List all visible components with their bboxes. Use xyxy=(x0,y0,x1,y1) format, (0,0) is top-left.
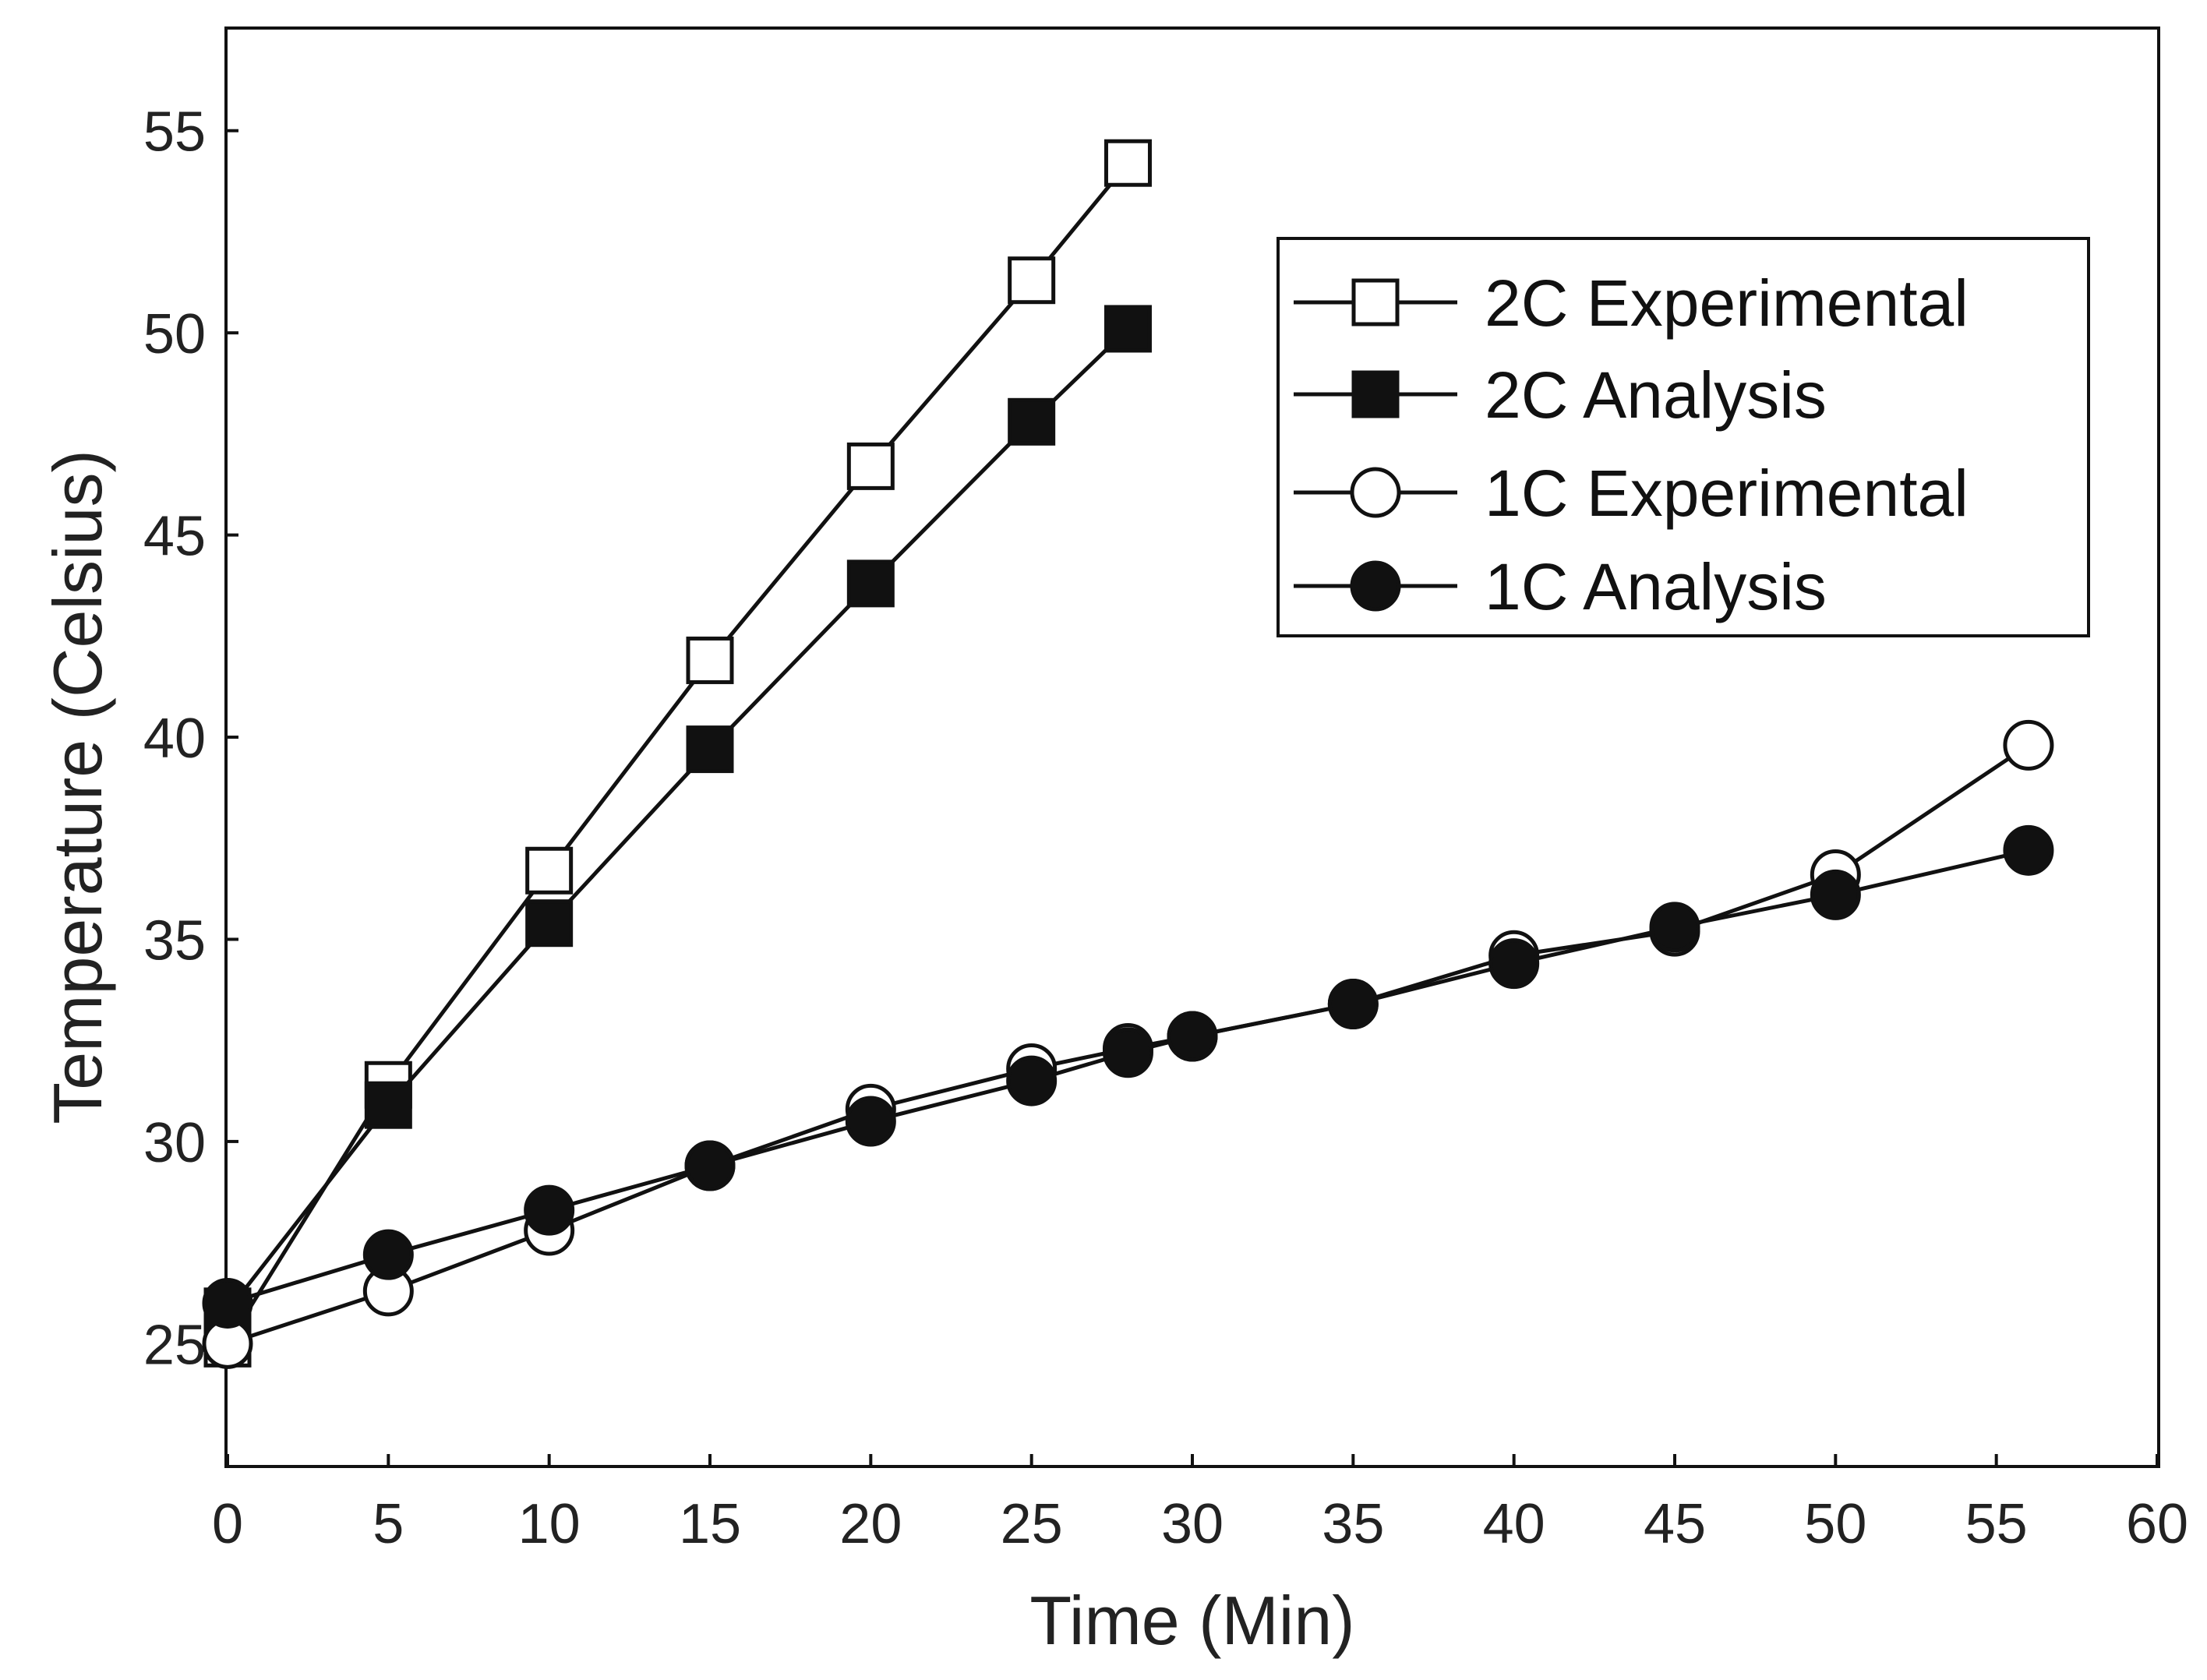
x-tick-label: 40 xyxy=(1483,1493,1545,1555)
x-tick-label: 0 xyxy=(212,1493,243,1555)
x-tick-label: 10 xyxy=(518,1493,581,1555)
legend-marker xyxy=(1350,467,1401,518)
legend-marker xyxy=(1351,370,1400,418)
data-point-2c-experimental xyxy=(1008,256,1056,305)
y-tick-label: 55 xyxy=(143,101,206,164)
data-point-2c-analysis xyxy=(1008,397,1056,446)
y-tick-label: 50 xyxy=(143,303,206,365)
data-point-2c-analysis xyxy=(525,899,574,948)
data-point-1c-analysis xyxy=(1649,902,1700,953)
legend-item-1c-analysis: 1C Analysis xyxy=(1294,550,1827,623)
data-point-2c-experimental xyxy=(525,846,574,895)
data-point-2c-experimental xyxy=(846,442,895,490)
y-axis-ticks: 25 30 35 40 45 50 55 xyxy=(143,101,238,1376)
x-tick-label: 30 xyxy=(1161,1493,1224,1555)
y-axis-title: Temperature (Celsius) xyxy=(39,450,116,1124)
series-2c-analysis xyxy=(203,305,1152,1336)
x-tick-label: 15 xyxy=(679,1493,741,1555)
data-point-1c-analysis xyxy=(1327,978,1379,1029)
data-point-1c-analysis xyxy=(202,1277,253,1329)
data-point-1c-analysis xyxy=(1167,1011,1218,1062)
legend-marker xyxy=(1351,278,1400,326)
data-point-2c-analysis xyxy=(364,1081,412,1129)
x-tick-label: 60 xyxy=(2126,1493,2188,1555)
legend-label: 2C Analysis xyxy=(1485,358,1827,432)
data-point-2c-analysis xyxy=(686,725,734,774)
series-line-2c-analysis xyxy=(226,327,1130,1313)
series-2c-experimental xyxy=(203,139,1152,1368)
x-tick-label: 25 xyxy=(1001,1493,1063,1555)
y-tick-label: 25 xyxy=(143,1314,206,1376)
data-point-2c-analysis xyxy=(1104,305,1152,353)
legend-item-2c-experimental: 2C Experimental xyxy=(1294,266,1969,340)
legend-item-1c-experimental: 1C Experimental xyxy=(1294,457,1969,530)
x-tick-label: 5 xyxy=(373,1493,404,1555)
series-line-2c-experimental xyxy=(225,161,1130,1345)
data-point-1c-analysis xyxy=(684,1140,736,1191)
data-point-1c-analysis xyxy=(845,1096,896,1147)
legend-box xyxy=(1277,237,2090,637)
data-point-2c-experimental xyxy=(686,636,734,684)
data-point-2c-analysis xyxy=(846,559,895,608)
x-tick-label: 20 xyxy=(839,1493,902,1555)
plot-frame xyxy=(224,26,2160,1468)
legend-marker xyxy=(1350,560,1401,612)
data-point-2c-experimental xyxy=(1104,139,1152,187)
x-tick-label: 35 xyxy=(1322,1493,1384,1555)
data-point-1c-experimental xyxy=(2003,719,2054,771)
y-tick-label: 45 xyxy=(143,506,206,568)
series-1c-analysis xyxy=(202,824,2054,1329)
legend-label: 1C Analysis xyxy=(1485,550,1827,623)
x-axis-title: Time (Min) xyxy=(1029,1582,1354,1659)
x-tick-label: 55 xyxy=(1965,1493,2028,1555)
data-point-1c-analysis xyxy=(1488,938,1540,990)
legend: 2C Experimental 2C Analysis 1C Experimenta… xyxy=(1277,237,2090,637)
legend-label: 1C Experimental xyxy=(1485,457,1969,530)
x-tick-label: 50 xyxy=(1804,1493,1866,1555)
data-point-1c-analysis xyxy=(524,1184,575,1236)
y-tick-label: 40 xyxy=(143,708,206,770)
data-point-1c-analysis xyxy=(362,1229,414,1280)
series-layer xyxy=(202,139,2054,1369)
x-tick-label: 45 xyxy=(1644,1493,1706,1555)
legend-item-2c-analysis: 2C Analysis xyxy=(1294,358,1827,432)
x-axis-ticks: 0 5 10 15 20 25 30 35 40 45 50 55 60 xyxy=(212,1454,2188,1555)
data-point-1c-analysis xyxy=(2003,824,2054,876)
data-point-1c-analysis xyxy=(1810,869,1861,920)
y-tick-label: 30 xyxy=(143,1112,206,1174)
data-point-1c-analysis xyxy=(1006,1055,1058,1106)
data-point-1c-analysis xyxy=(1102,1027,1153,1078)
y-tick-label: 35 xyxy=(143,909,206,972)
legend-label: 2C Experimental xyxy=(1485,266,1969,340)
